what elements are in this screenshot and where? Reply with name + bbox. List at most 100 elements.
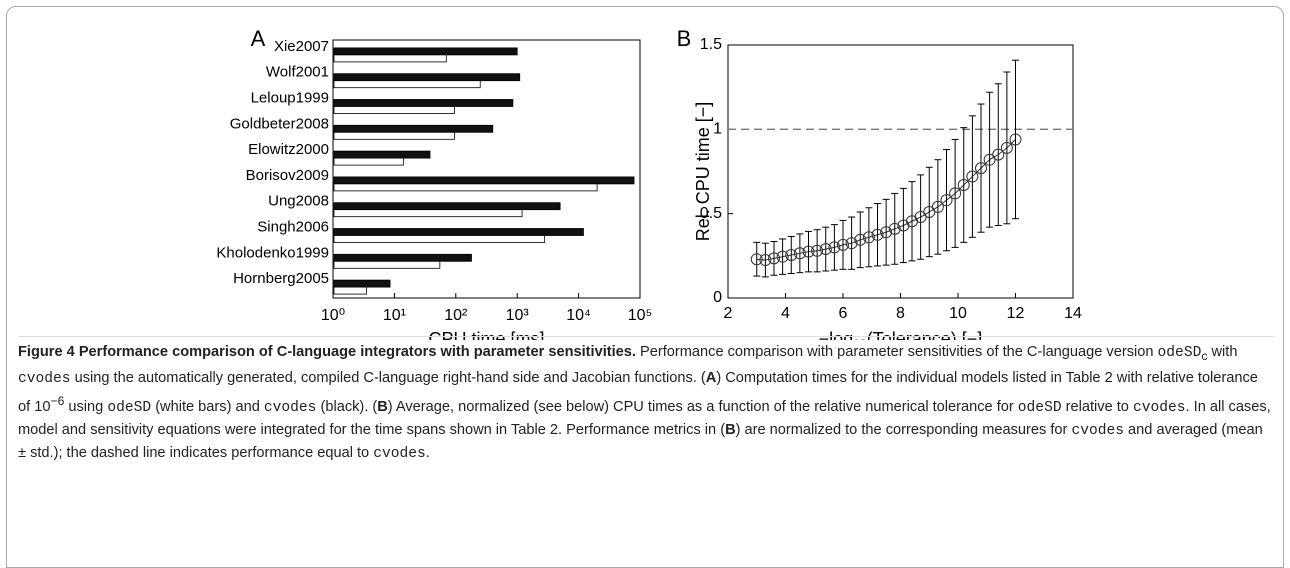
panel-label: A [251,26,266,51]
data-point [793,247,806,260]
data-point [966,170,979,183]
error-bar [891,192,899,265]
error-bar [1012,59,1019,220]
error-bar [882,198,890,266]
category-label: Borisov2009 [246,167,329,184]
x-tick-label: 10 [949,305,967,322]
x-tick-label: 8 [896,305,905,322]
x-tick-label: 10⁵ [628,307,652,324]
error-bar [925,166,933,258]
error-bar [994,83,1002,226]
bar [333,253,472,262]
data-point [828,241,841,254]
category-label: Singh2006 [257,218,329,235]
data-point [768,252,780,265]
error-bar [934,159,942,255]
caption-run: cvodes [373,445,426,462]
category-label: Ung2008 [268,193,329,210]
x-tick-label: 14 [1064,305,1082,322]
error-bar [761,242,769,278]
data-point [931,200,944,213]
bar [333,54,447,63]
error-bar [839,219,847,270]
x-tick-label: 10⁴ [566,307,591,324]
error-bar [951,138,959,248]
caption-run: −6 [50,393,65,408]
data-point [992,148,1005,161]
caption-run: ) are normalized to the corresponding me… [735,421,1072,438]
data-point [880,226,893,239]
panel-label: B [677,26,692,51]
error-bar [805,230,812,273]
y-tick-label: 1.5 [700,36,722,53]
caption-run: ) Computation times for the individual m… [18,369,1258,415]
error-bar [779,238,787,275]
caption-run: (white bars) and [151,398,264,415]
caption-run: and averaged (mean ± std.); the dashed l… [18,421,1263,461]
category-label: Hornberg2005 [233,270,329,287]
data-point [957,178,970,191]
caption-run: cvodes [263,399,317,416]
caption-run: cvodes [1132,399,1186,416]
data-point [750,253,763,266]
bar [333,183,598,192]
error-bar [899,187,907,264]
x-tick-label: 10² [444,307,468,324]
error-bar [848,216,856,270]
y-tick-label: 0.5 [700,205,722,222]
x-tick-label: 10⁰ [321,307,345,324]
figure: A 10⁰ 10¹ 10² 10³ 10⁴ 10⁵ CPU time [ms] Xie2007 W… [216,26,1082,340]
caption-run: odeSD [1017,399,1062,416]
data-point [785,248,798,261]
x-tick-label: 2 [724,305,733,322]
caption-run: with [1207,344,1238,360]
caption-run: odeSD [107,399,152,416]
bar [333,260,441,269]
caption-run: (black). ( [316,398,378,415]
page: A 10⁰ 10¹ 10² 10³ 10⁴ 10⁵ CPU time [ms] Xie2007 W… [6,6,1284,568]
bar [333,80,481,89]
caption-run: A [705,369,717,386]
bar [333,150,431,159]
y-axis-label: Rel. CPU time [−] [693,102,713,242]
bar [333,99,514,107]
error-bar [943,149,950,252]
error-bar [787,235,795,275]
bar [333,209,523,218]
data-point [837,238,849,251]
error-bar [830,224,838,271]
bar [333,106,455,114]
data-point [811,244,824,257]
bar [333,286,367,295]
category-label: Xie2007 [274,38,329,55]
error-bar [908,181,916,262]
error-bar [796,233,804,274]
bar [333,157,404,166]
category-label: Kholodenko1999 [216,244,329,261]
data-point [776,250,789,263]
data-point [949,187,962,200]
error-bar [986,91,994,228]
category-label: Leloup1999 [251,89,329,106]
data-point [819,243,832,256]
plot-frame [332,39,641,299]
bar [333,73,521,82]
error-bar [917,174,925,260]
error-bar [770,240,778,276]
caption: Figure 4 Performance comparison of C-lan… [18,336,1274,465]
bar [333,131,455,140]
error-bar [856,211,864,269]
x-tick-label: 10³ [506,307,530,324]
x-axis-label: −log₁₀(Tolerance) [−] [819,329,983,340]
category-label: Elowitz2000 [248,141,329,158]
bar [333,124,494,133]
caption-run: B [725,421,736,438]
data-point [854,233,867,246]
error-bar [753,241,761,277]
error-bar [968,115,976,238]
data-point [1009,133,1022,146]
caption-run: cvodes [1071,422,1124,439]
caption-run: Performance comparison with parameter se… [635,344,1158,360]
bar [333,235,546,243]
caption-run: . In all cases, model and sensitivity eq… [18,398,1271,438]
